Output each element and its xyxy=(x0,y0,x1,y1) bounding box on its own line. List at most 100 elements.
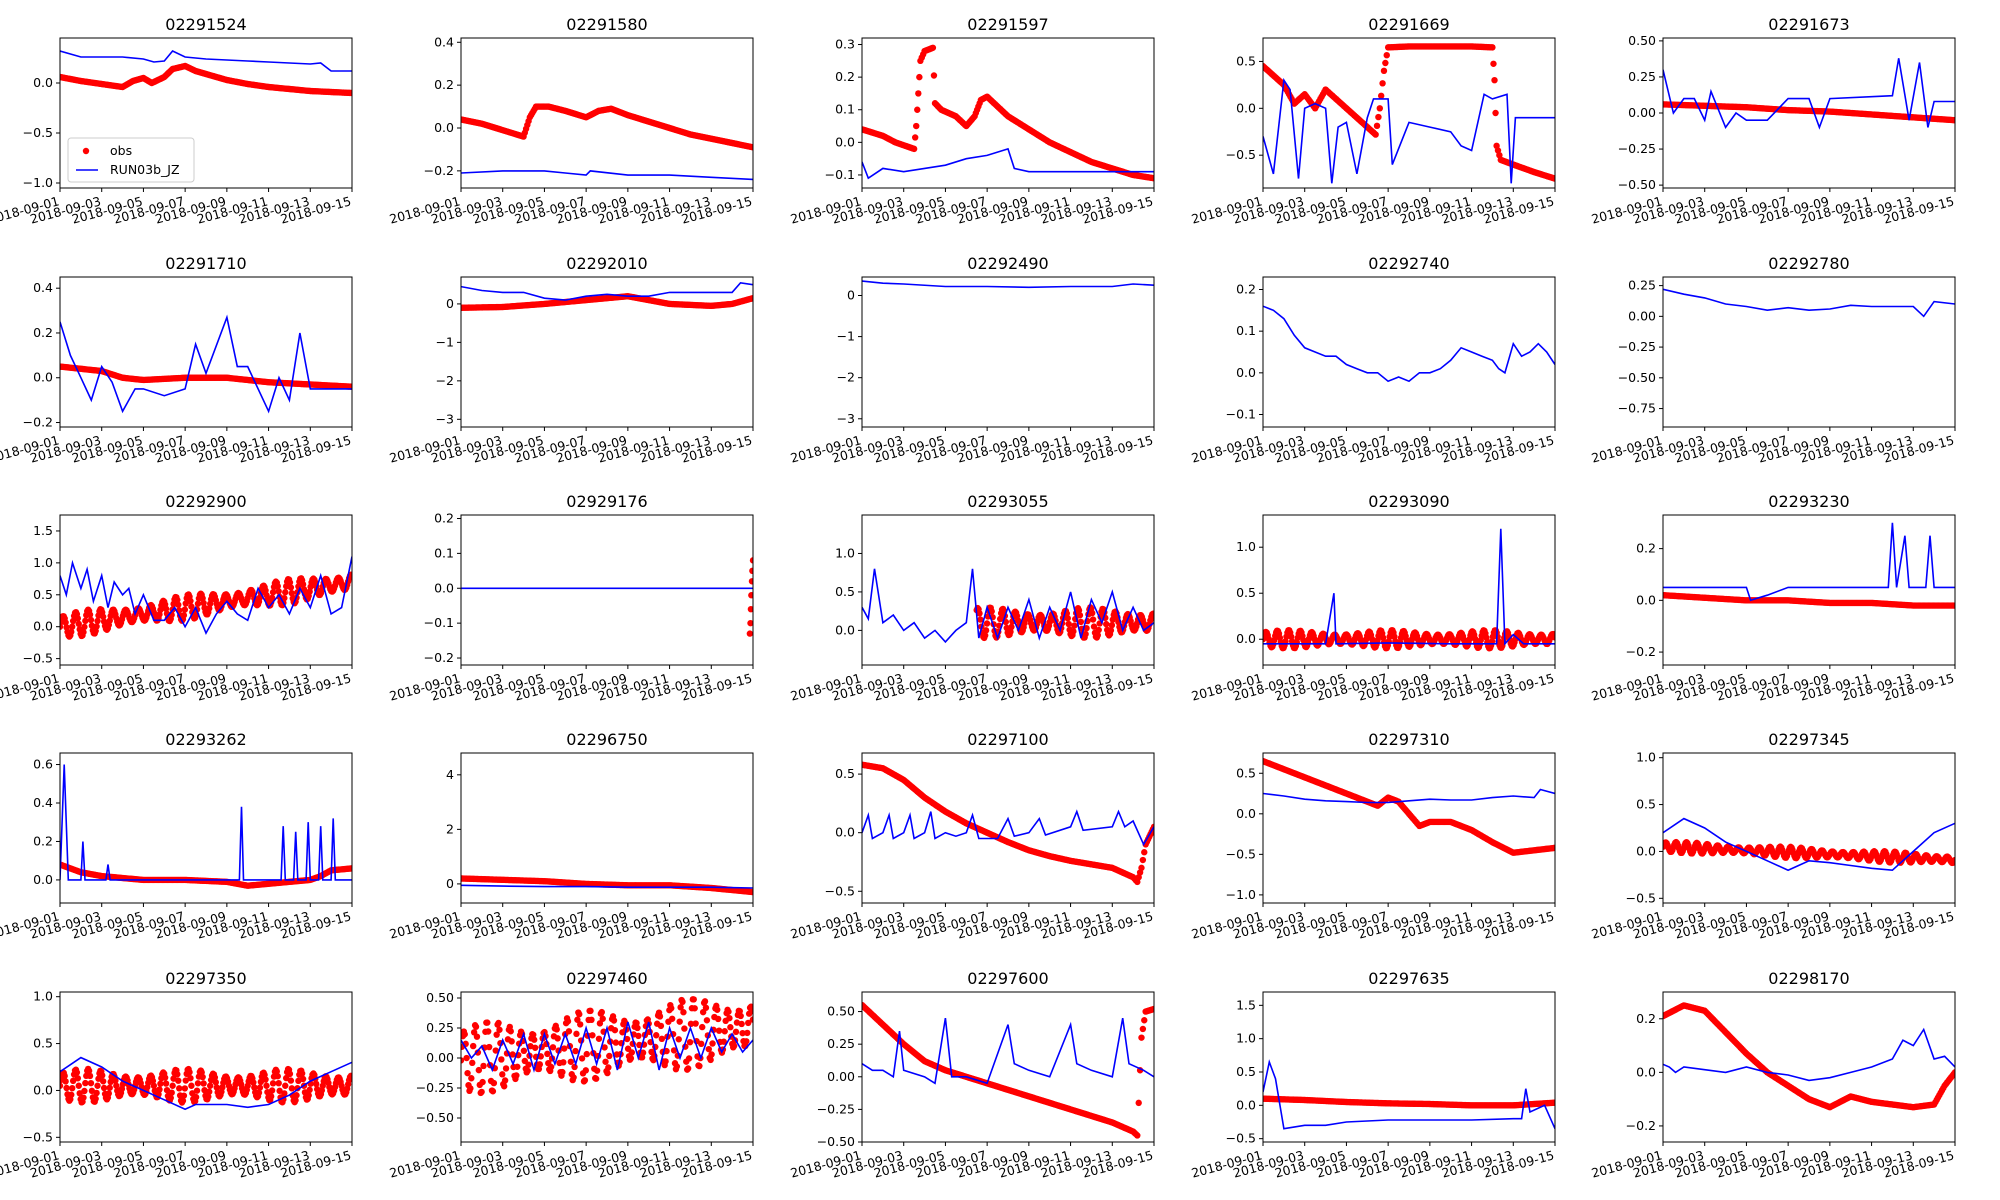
axes-frame xyxy=(460,752,754,904)
y-tick-label: −2 xyxy=(837,370,855,385)
obs-point xyxy=(181,1085,189,1092)
obs-point xyxy=(193,1087,201,1094)
obs-point xyxy=(85,1067,93,1075)
obs-point xyxy=(93,1089,100,1097)
obs-point xyxy=(469,1059,476,1067)
subplot-02297100: 02297100−0.50.00.52018-09-012018-09-0320… xyxy=(789,730,1155,942)
obs-point xyxy=(168,1089,175,1096)
y-tick-label: 0.6 xyxy=(33,757,53,772)
obs-point xyxy=(298,1070,306,1077)
model-line xyxy=(1663,522,1955,602)
obs-point xyxy=(536,1061,544,1068)
obs-point xyxy=(62,1078,69,1085)
obs-point xyxy=(63,1084,70,1092)
axes-frame xyxy=(1662,514,1956,666)
obs-point xyxy=(82,1079,89,1087)
obs-point xyxy=(99,613,107,620)
obs-point xyxy=(524,1067,531,1074)
obs-series xyxy=(1263,627,1555,652)
y-tick-label: 0.0 xyxy=(1236,806,1256,821)
obs-point xyxy=(161,1074,169,1081)
obs-point xyxy=(485,1043,493,1051)
obs-point xyxy=(75,620,82,628)
obs-point xyxy=(286,579,294,586)
obs-point xyxy=(187,1074,194,1082)
obs-point xyxy=(746,630,753,637)
y-tick-label: 0.0 xyxy=(33,872,53,887)
y-tick-label: −1.0 xyxy=(23,175,53,190)
obs-point xyxy=(69,1084,76,1092)
obs-point xyxy=(473,1033,481,1040)
obs-series xyxy=(461,875,753,896)
subplot-02291580: 02291580−0.20.00.20.42018-09-012018-09-0… xyxy=(388,15,754,227)
obs-point xyxy=(256,1084,264,1091)
obs-point xyxy=(268,1087,276,1094)
legend-obs-marker xyxy=(82,147,90,155)
obs-point xyxy=(262,1076,269,1083)
subplot-02293262: 022932620.00.20.40.62018-09-012018-09-03… xyxy=(0,730,353,942)
y-tick-label: −0.5 xyxy=(23,1129,53,1144)
obs-point xyxy=(1382,59,1389,67)
y-tick-label: −3 xyxy=(837,411,855,426)
model-line xyxy=(862,568,1154,644)
obs-point xyxy=(167,1094,174,1102)
obs-point xyxy=(1492,109,1499,117)
subplot-title: 02297350 xyxy=(165,969,246,988)
model-line xyxy=(1663,288,1955,318)
model-line xyxy=(1663,58,1955,130)
model-line xyxy=(60,556,352,635)
obs-point xyxy=(162,1080,170,1087)
y-tick-label: 0.4 xyxy=(33,280,53,295)
obs-point xyxy=(1138,864,1145,872)
obs-point xyxy=(490,1079,498,1087)
obs-point xyxy=(498,1056,505,1063)
obs-point xyxy=(94,1082,101,1089)
y-tick-label: −1 xyxy=(837,329,855,344)
obs-point xyxy=(1089,616,1097,623)
obs-point xyxy=(1551,844,1555,852)
obs-point xyxy=(1139,856,1147,864)
obs-point xyxy=(982,627,990,634)
subplot-title: 02297345 xyxy=(1768,730,1849,749)
y-tick-label: 0.0 xyxy=(1236,631,1256,646)
y-tick-label: −0.1 xyxy=(825,167,855,182)
obs-point xyxy=(86,1072,94,1080)
obs-point xyxy=(99,1078,107,1085)
obs-point xyxy=(916,73,923,81)
obs-point xyxy=(461,1057,465,1064)
obs-point xyxy=(983,620,991,627)
y-tick-label: −0.50 xyxy=(1618,370,1656,385)
obs-point xyxy=(156,1086,163,1093)
obs-point xyxy=(1951,602,1955,609)
obs-point xyxy=(179,1097,187,1104)
obs-point xyxy=(274,1073,281,1080)
obs-point xyxy=(211,1074,219,1081)
subplot-02297310: 02297310−1.0−0.50.00.52018-09-012018-09-… xyxy=(1190,730,1556,942)
obs-series xyxy=(60,62,352,97)
model-line xyxy=(461,281,753,301)
y-tick-label: −0.2 xyxy=(424,650,454,665)
obs-point xyxy=(293,1092,300,1099)
y-tick-label: −1.0 xyxy=(1226,887,1256,902)
y-tick-label: 0.00 xyxy=(1628,308,1656,323)
y-tick-label: −0.2 xyxy=(424,163,454,178)
axes-frame xyxy=(1262,37,1556,189)
obs-point xyxy=(507,1028,514,1035)
obs-point xyxy=(463,1054,470,1062)
obs-point xyxy=(275,1079,282,1087)
obs-point xyxy=(68,628,75,636)
obs-point xyxy=(484,1019,491,1026)
y-tick-label: 0.0 xyxy=(434,580,454,595)
subplot-02291597: 02291597−0.10.00.10.20.32018-09-012018-0… xyxy=(789,15,1155,227)
subplot-title: 02296750 xyxy=(566,730,647,749)
obs-point xyxy=(1088,609,1096,617)
obs-point xyxy=(500,1083,508,1090)
y-tick-label: 0.00 xyxy=(426,1050,454,1065)
y-tick-label: 0.1 xyxy=(1236,323,1256,338)
y-tick-label: −0.25 xyxy=(1618,141,1656,156)
obs-point xyxy=(1141,849,1148,856)
obs-point xyxy=(348,865,352,872)
legend-model-label: RUN03b_JZ xyxy=(110,162,180,177)
obs-point xyxy=(268,594,276,602)
